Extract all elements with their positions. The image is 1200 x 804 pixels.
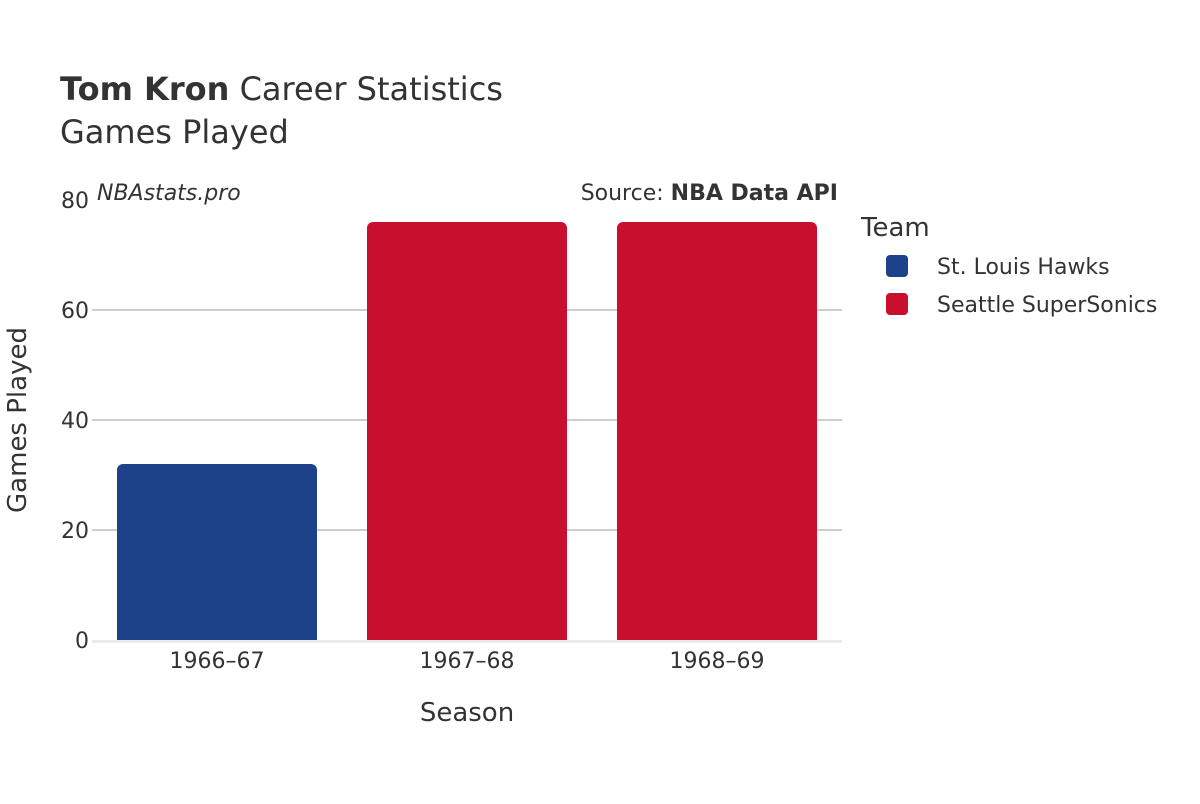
x-axis-title: Season xyxy=(420,698,514,728)
bar-base xyxy=(617,632,817,640)
legend-swatch[interactable] xyxy=(886,293,908,315)
y-axis-title: Games Played xyxy=(3,327,33,513)
legend-label[interactable]: Seattle SuperSonics xyxy=(937,293,1157,318)
bar[interactable] xyxy=(367,222,567,640)
legend-swatch[interactable] xyxy=(886,255,908,277)
watermark-text: NBAstats.pro xyxy=(97,181,241,206)
source-name: NBA Data API xyxy=(671,181,838,206)
x-tick-label: 1968–69 xyxy=(670,649,765,674)
legend: Team St. Louis Hawks Seattle SuperSonics xyxy=(860,213,1157,318)
source-text: Source: NBA Data API xyxy=(581,181,838,206)
y-tick-label: 0 xyxy=(75,629,89,654)
chart-title-name: Tom Kron xyxy=(60,70,229,108)
chart-title: Tom Kron Career Statistics xyxy=(60,70,503,108)
x-tick-label: 1967–68 xyxy=(420,649,515,674)
axes: 0 20 40 60 80 1966–67 1967–68 1968–69 xyxy=(61,189,842,674)
chart-subtitle: Games Played xyxy=(60,113,289,151)
bars xyxy=(117,222,817,640)
legend-title: Team xyxy=(860,213,930,243)
y-tick-label: 40 xyxy=(61,409,89,434)
bar-base xyxy=(117,632,317,640)
bar-base xyxy=(367,632,567,640)
y-tick-label: 60 xyxy=(61,299,89,324)
source-prefix: Source: xyxy=(581,181,671,206)
bar[interactable] xyxy=(617,222,817,640)
bar[interactable] xyxy=(117,464,317,640)
chart-title-rest: Career Statistics xyxy=(229,70,503,108)
legend-label[interactable]: St. Louis Hawks xyxy=(937,255,1110,280)
y-tick-label: 80 xyxy=(61,189,89,214)
x-tick-label: 1966–67 xyxy=(170,649,265,674)
y-tick-label: 20 xyxy=(61,519,89,544)
